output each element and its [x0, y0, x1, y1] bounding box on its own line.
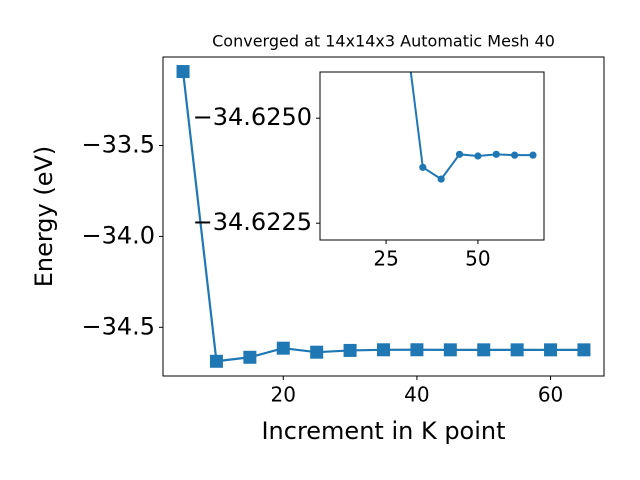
x-tick-label: 25 [373, 247, 398, 271]
marker [310, 345, 324, 359]
x-tick-label: 40 [404, 383, 429, 407]
marker [577, 343, 591, 357]
marker [276, 341, 290, 355]
marker [477, 343, 491, 357]
marker [474, 152, 482, 160]
plot [176, 65, 591, 368]
y-tick-label: −34.5 [81, 312, 155, 340]
y-tick-label: −34.0 [81, 221, 155, 249]
marker [343, 343, 357, 357]
y-tick-label: −34.6250 [193, 103, 312, 131]
y-tick-label: −33.5 [81, 131, 155, 159]
marker [492, 150, 500, 158]
marker [377, 343, 390, 357]
marker [544, 343, 558, 357]
x-axis-label: Increment in K point [261, 417, 505, 445]
x-tick-label: 20 [271, 383, 296, 407]
y-axis-label: Energy (eV) [30, 146, 58, 288]
marker [443, 343, 457, 357]
marker [209, 354, 223, 368]
marker [410, 343, 424, 357]
plot [409, 72, 537, 183]
axes-frame [319, 71, 545, 241]
marker [176, 65, 190, 79]
axes-frame [162, 56, 605, 377]
marker [419, 163, 427, 171]
chart-title: Converged at 14x14x3 Automatic Mesh 40 [212, 32, 555, 51]
marker [243, 350, 257, 364]
x-tick-label: 50 [465, 247, 490, 271]
marker [510, 343, 524, 357]
marker [455, 150, 464, 158]
y-tick-label: −34.6225 [193, 208, 312, 236]
x-tick-label: 60 [538, 383, 563, 407]
plot-area [320, 72, 544, 240]
marker [511, 151, 519, 159]
marker [529, 151, 537, 159]
marker [437, 175, 445, 183]
